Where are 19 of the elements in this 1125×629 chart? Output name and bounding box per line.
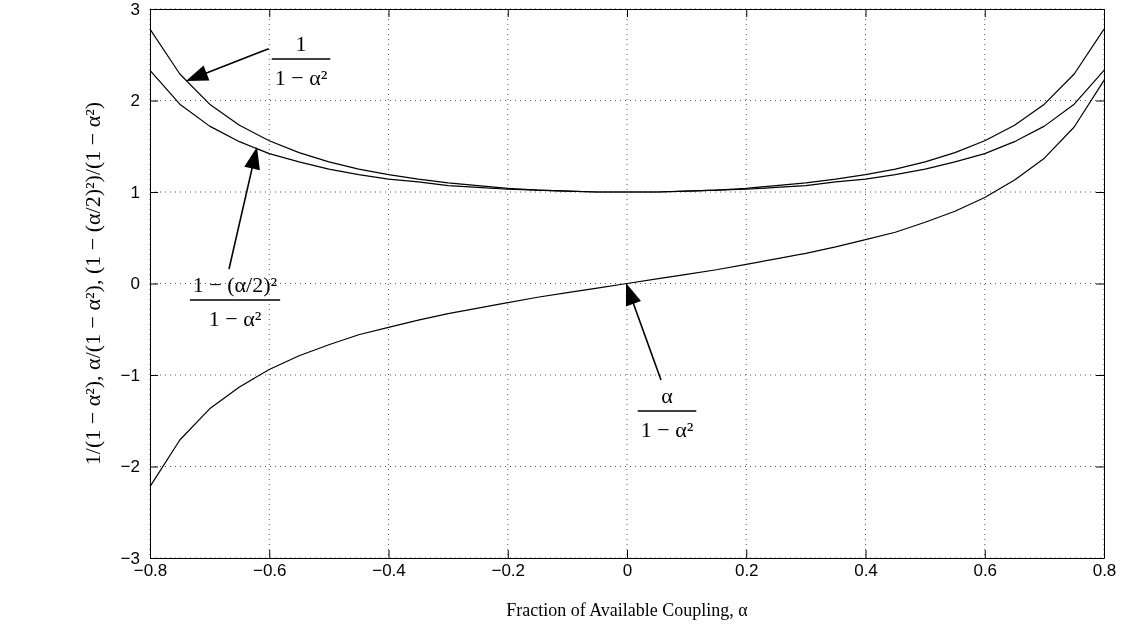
y-tick-label: −1 — [120, 365, 140, 385]
y-tick-label: −2 — [120, 457, 140, 477]
x-tick-label: 0.8 — [1092, 561, 1117, 581]
y-axis-title: 1/(1 − α²), α/(1 − α²), (1 − (α/2)²)/(1 − α²) — [80, 101, 105, 466]
x-tick-label: −0.4 — [372, 561, 406, 581]
x-tick-label: 0.2 — [734, 561, 759, 581]
x-tick-label: −0.6 — [252, 561, 287, 581]
x-axis-title: Fraction of Available Coupling, α — [506, 600, 749, 620]
y-tick-label: 0 — [130, 274, 140, 294]
annotation: 1 − (α/2)² 1 − α² — [192, 272, 278, 331]
x-tick-label: 0.4 — [854, 561, 878, 581]
annotation: α 1 − α² — [640, 383, 694, 442]
annotation: 1 1 − α² — [274, 31, 328, 90]
x-tick-label: −0.2 — [491, 561, 526, 581]
y-tick-label: 2 — [130, 91, 140, 111]
x-tick-label: 0 — [622, 561, 633, 581]
y-tick-label: 3 — [130, 0, 140, 19]
x-tick-label: 0.6 — [973, 561, 998, 581]
y-tick-label: 1 — [130, 182, 140, 202]
